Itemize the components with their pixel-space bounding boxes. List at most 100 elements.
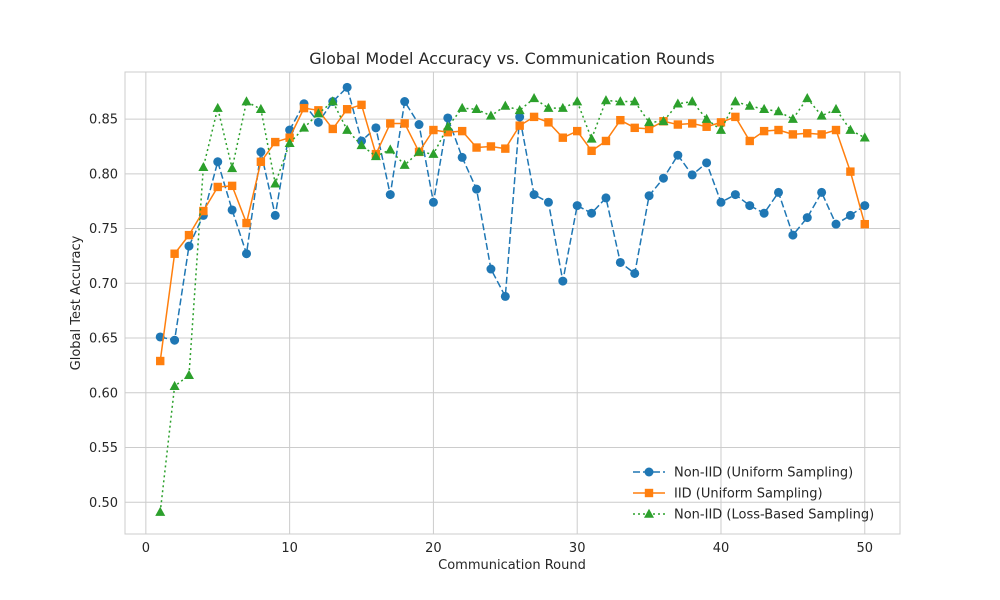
data-point [845, 210, 855, 220]
data-point [472, 143, 481, 152]
data-point [558, 276, 568, 286]
data-point [500, 100, 511, 110]
data-point [357, 100, 366, 110]
data-point [385, 144, 396, 154]
data-point [270, 210, 280, 220]
x-tick-label: 10 [281, 541, 298, 556]
data-point [529, 112, 539, 122]
data-point [442, 121, 453, 131]
data-point [859, 132, 870, 142]
data-point [428, 197, 438, 207]
data-point [385, 190, 395, 200]
data-point [429, 125, 438, 135]
data-point [644, 191, 654, 201]
data-point [817, 130, 826, 139]
data-point [601, 136, 611, 146]
y-tick-label: 0.60 [89, 386, 118, 401]
legend-label: Non-IID (Uniform Sampling) [674, 466, 853, 481]
data-point [227, 181, 237, 191]
legend-label: IID (Uniform Sampling) [674, 487, 823, 502]
data-point [299, 122, 310, 132]
y-tick-label: 0.85 [89, 113, 118, 128]
data-point [788, 230, 798, 240]
data-point [644, 117, 655, 127]
data-point [803, 129, 812, 138]
data-point [227, 163, 238, 173]
data-point [616, 115, 625, 125]
data-point [544, 118, 553, 127]
data-point [701, 113, 712, 123]
data-point [629, 96, 640, 106]
legend-label: Non-IID (Loss-Based Sampling) [674, 508, 874, 523]
data-point [731, 112, 740, 122]
data-point [831, 103, 842, 114]
data-point [586, 133, 597, 143]
data-point [745, 136, 754, 146]
data-point [428, 148, 439, 158]
data-point [501, 144, 510, 153]
data-point [514, 105, 525, 115]
data-point [860, 219, 869, 229]
data-point [774, 125, 783, 135]
data-point [831, 125, 841, 135]
data-point [356, 140, 367, 150]
data-point [486, 142, 496, 151]
data-point [802, 213, 812, 223]
data-point [557, 102, 568, 112]
legend-marker [644, 508, 654, 518]
data-point [299, 103, 309, 113]
data-point [816, 110, 827, 120]
data-point [730, 190, 740, 200]
legend-entry: IID (Uniform Sampling) [633, 487, 823, 502]
series-layer [155, 82, 870, 516]
data-point [846, 167, 855, 176]
y-tick-label: 0.80 [89, 167, 118, 182]
data-point [587, 208, 597, 218]
data-point [515, 121, 524, 130]
data-point [615, 96, 626, 106]
legend-marker [644, 467, 654, 477]
data-point [184, 241, 194, 251]
data-point [285, 133, 294, 142]
data-point [313, 108, 324, 118]
data-point [716, 118, 726, 127]
data-point [155, 506, 166, 516]
data-point [241, 249, 251, 259]
data-point [227, 205, 237, 215]
data-point [702, 122, 711, 131]
y-tick-label: 0.55 [89, 441, 118, 456]
data-point [644, 124, 654, 134]
data-point [414, 146, 425, 156]
data-point [658, 173, 668, 183]
data-point [370, 150, 381, 161]
data-point [745, 201, 755, 211]
legend-marker [644, 488, 654, 498]
data-point [787, 113, 798, 123]
series-3 [155, 92, 870, 516]
data-point [615, 257, 625, 267]
data-point [543, 197, 553, 207]
data-point [845, 124, 856, 134]
data-point [184, 230, 194, 240]
x-tick-label: 0 [142, 541, 150, 556]
data-point [313, 117, 323, 127]
data-point [170, 249, 179, 258]
data-point [457, 152, 467, 162]
plot-area [124, 71, 901, 535]
data-point [515, 112, 525, 122]
data-point [601, 193, 611, 203]
data-point [759, 208, 769, 218]
data-point [716, 197, 726, 207]
data-point [457, 102, 468, 112]
data-point [529, 190, 539, 200]
x-tick-label: 30 [569, 541, 586, 556]
data-point [183, 369, 194, 380]
data-point [715, 124, 726, 134]
data-point [256, 157, 266, 166]
data-point [658, 115, 669, 126]
x-axis-title: Communication Round [438, 558, 586, 573]
data-point [672, 98, 683, 108]
data-point [270, 178, 281, 188]
